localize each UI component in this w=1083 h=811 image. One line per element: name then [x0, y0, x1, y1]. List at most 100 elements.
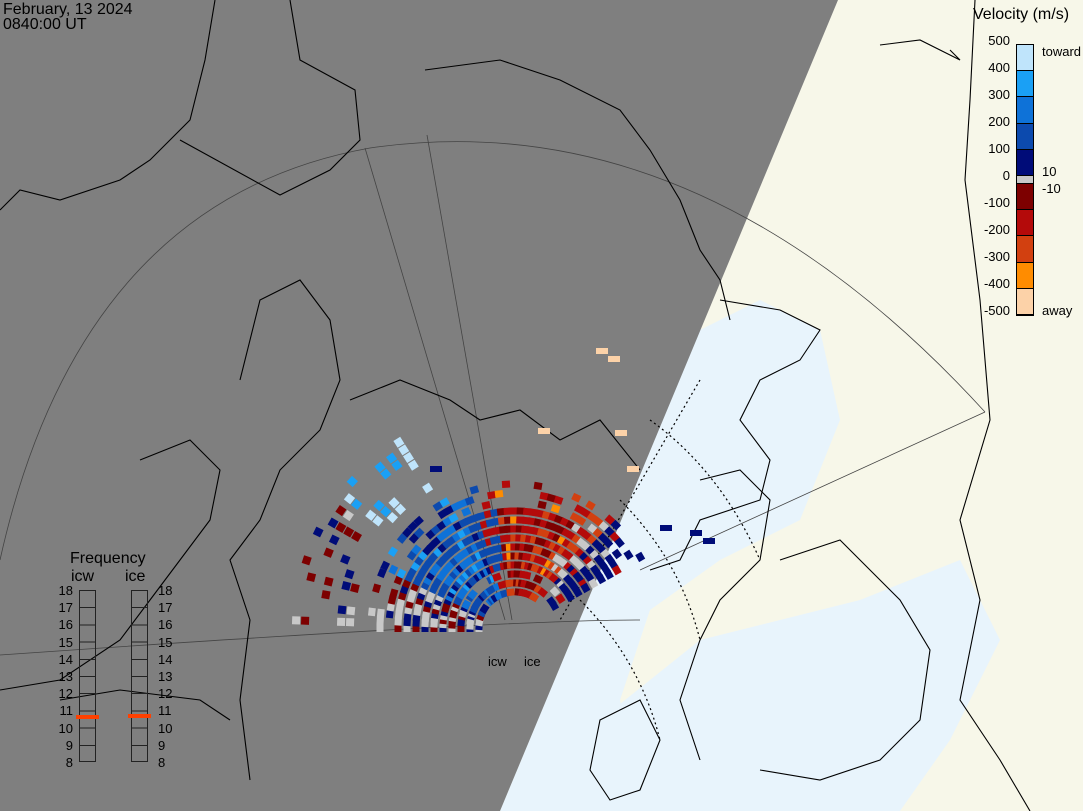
velocity-cell — [344, 569, 355, 580]
velocity-cell — [341, 581, 352, 591]
velocity-cell — [387, 546, 398, 557]
velocity-cell — [365, 509, 377, 521]
colorbar-away-label: away — [1042, 303, 1073, 318]
velocity-cell — [575, 515, 587, 526]
velocity-cell — [389, 588, 399, 599]
colorbar-segment — [1017, 97, 1033, 124]
velocity-cell — [439, 497, 450, 508]
velocity-cell — [450, 501, 461, 512]
radar-label-ice: ice — [524, 654, 541, 669]
velocity-cell — [345, 618, 355, 627]
velocity-cell — [703, 538, 715, 544]
colorbar-tick-label: -100 — [983, 195, 1010, 210]
velocity-cell — [564, 591, 575, 603]
velocity-cell — [596, 348, 608, 354]
velocity-cell — [394, 503, 407, 515]
nightside-shade — [0, 0, 838, 811]
colorbar-tick-label: 400 — [988, 60, 1010, 75]
velocity-cell — [430, 466, 442, 472]
colorbar-segment — [1017, 71, 1033, 98]
velocity-cell — [335, 522, 347, 533]
velocity-cell — [351, 531, 362, 542]
velocity-cell — [380, 560, 390, 571]
frequency-tick-label: 10 — [58, 720, 73, 736]
velocity-cell — [398, 444, 410, 456]
velocity-cell — [461, 507, 472, 517]
velocity-cell — [413, 515, 424, 527]
velocity-cell — [479, 603, 490, 615]
frequency-tick-label: 11 — [158, 703, 172, 719]
frequency-radar-name: ice — [125, 568, 146, 585]
frequency-marker-ice — [128, 713, 151, 718]
velocity-cell — [546, 493, 557, 503]
velocity-cell — [337, 605, 347, 615]
velocity-cell — [394, 624, 402, 632]
velocity-cell — [516, 507, 525, 515]
velocity-cell — [422, 482, 434, 494]
velocity-cell — [623, 549, 634, 561]
frequency-tick-label: 13 — [158, 669, 173, 684]
velocity-cell — [343, 493, 356, 505]
frequency-bar-icw — [79, 590, 96, 762]
radar-label-icw: icw — [488, 654, 507, 669]
grid-lines — [0, 134, 986, 656]
velocity-cell — [306, 572, 317, 583]
velocity-cell — [464, 496, 475, 506]
velocity-cell — [537, 500, 547, 510]
colorbar-neg-threshold: -10 — [1042, 181, 1061, 196]
frequency-tick-label: 12 — [158, 686, 173, 702]
velocity-cell — [328, 534, 340, 546]
colorbar-tick-label: 100 — [988, 141, 1010, 156]
velocity-cell — [580, 582, 591, 594]
velocity-cell — [388, 564, 399, 575]
velocity-cell — [291, 616, 301, 625]
colorbar-segment — [1017, 149, 1033, 177]
frequency-marker-icw — [76, 715, 99, 720]
velocity-cell — [608, 356, 620, 362]
velocity-cell — [505, 579, 515, 588]
velocity-cell — [494, 489, 504, 498]
velocity-cell — [481, 500, 491, 510]
frequency-tick-label: 16 — [58, 617, 73, 633]
velocity-cell — [380, 505, 392, 518]
colorbar-tick-label: -400 — [983, 276, 1010, 291]
frequency-tick-label: 14 — [58, 651, 73, 667]
velocity-cell — [469, 485, 480, 495]
velocity-cell — [485, 584, 497, 596]
velocity-cell — [503, 507, 512, 515]
velocity-cell — [501, 480, 511, 489]
velocity-cell — [614, 537, 625, 549]
velocity-cell — [572, 587, 583, 598]
velocity-cell — [402, 451, 415, 464]
velocity-cell — [350, 583, 360, 593]
colorbar-segment — [1017, 123, 1033, 150]
velocity-cell — [553, 495, 564, 505]
velocity-cell — [549, 586, 561, 597]
frequency-tick-label: 10 — [158, 720, 173, 736]
velocity-cell — [596, 573, 607, 585]
velocity-cell — [346, 606, 356, 616]
colorbar-tick-label: -200 — [983, 222, 1010, 237]
dayside-sea — [500, 300, 840, 811]
frequency-radar-name: icw — [71, 568, 95, 585]
velocity-cell — [539, 491, 549, 501]
velocity-cell — [340, 554, 351, 565]
colorbar-segment — [1017, 45, 1033, 72]
velocity-cell — [342, 510, 354, 522]
velocity-cell — [538, 428, 550, 434]
velocity-cell — [604, 514, 616, 525]
velocity-cell — [533, 481, 543, 490]
frequency-tick-label: 17 — [58, 600, 73, 616]
velocity-cell — [393, 436, 405, 448]
velocity-cell — [376, 616, 384, 625]
velocity-cell — [394, 617, 402, 626]
velocity-cell — [413, 527, 425, 539]
frequency-title: Frequency — [70, 550, 146, 567]
colorbar-segment — [1017, 288, 1033, 315]
velocity-cell — [524, 580, 535, 591]
velocity-cell — [467, 589, 478, 600]
colorbar-title: Velocity (m/s) — [973, 6, 1070, 23]
colorbar-tick-label: 500 — [988, 33, 1010, 48]
frequency-tick-label: 15 — [58, 634, 73, 650]
